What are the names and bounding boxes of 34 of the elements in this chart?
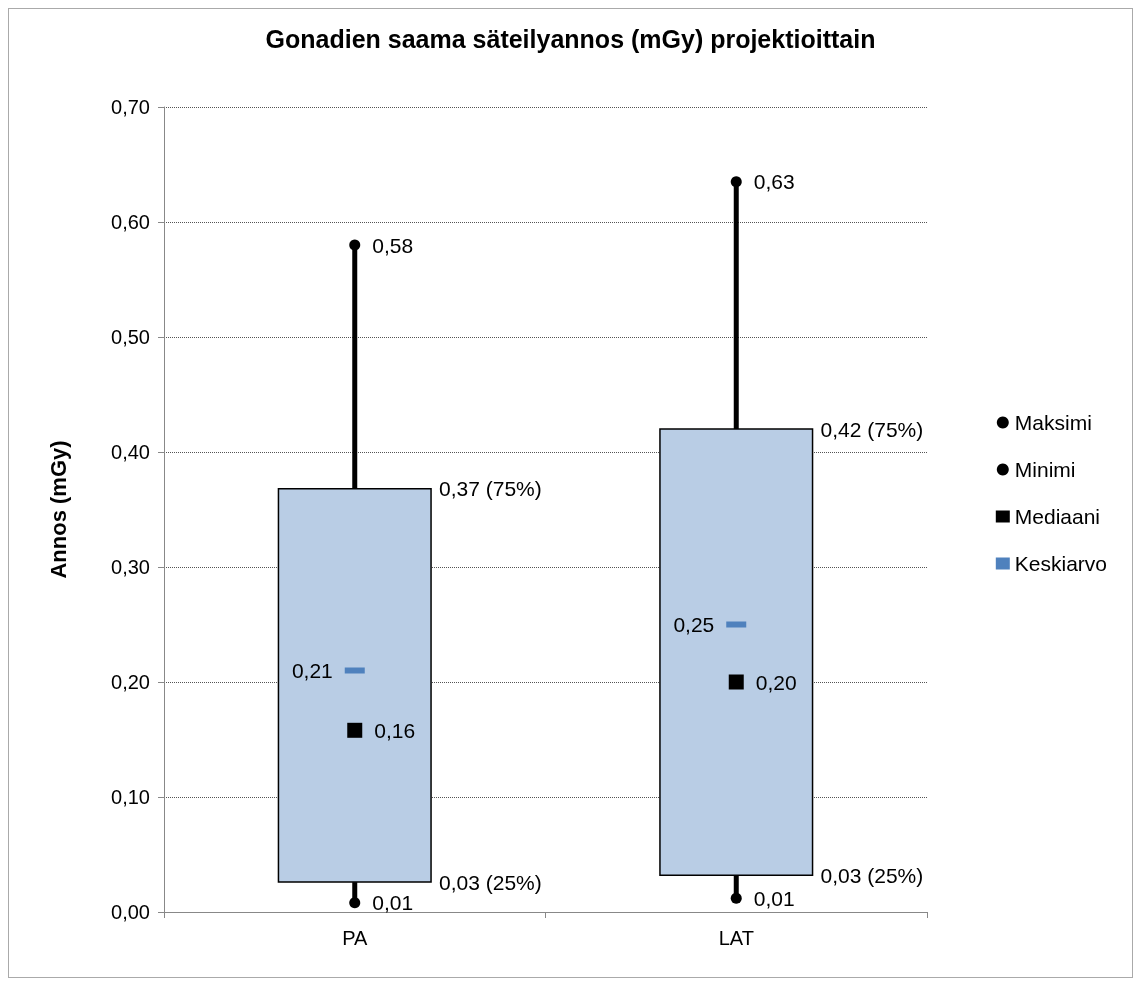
y-tick-label: 0,10 [111,786,150,808]
annotation: 0,42 (75%) [820,417,924,441]
y-tick-label: 0,00 [111,901,150,923]
y-tick-label: 0,50 [111,326,150,348]
data-label: 0,63 [753,170,795,194]
y-tick-label: 0,60 [111,211,150,233]
point [730,176,742,188]
y-tick-label: 0,70 [111,96,150,118]
point [347,722,363,738]
chart-title: Gonadien saama säteilyannos (mGy) projektioittain [265,24,876,53]
legend-label: Minimi [1014,458,1076,481]
data-label: 0,58 [372,233,414,257]
point [728,674,744,690]
y-axis-title: Annos (mGy) [45,440,71,579]
legend-label: Maksimi [1014,411,1092,434]
point [349,239,361,251]
legend-label: Keskiarvo [1014,552,1107,575]
legend-label: Mediaani [1014,505,1101,528]
annotation: 0,03 (25%) [820,863,924,887]
x-tick-label: LAT [718,927,754,949]
annotation: 0,03 (25%) [439,870,542,894]
data-label: 0,01 [372,891,414,915]
data-label: 0,20 [755,670,797,694]
data-label: 0,01 [753,886,795,910]
data-label: 0,25 [673,613,715,636]
y-tick-label: 0,40 [111,441,150,463]
annotation: 0,37 (75%) [439,477,542,501]
y-tick-label: 0,30 [111,556,150,578]
y-tick-label: 0,20 [111,671,150,693]
x-tick-label: PA [342,927,368,949]
point [730,892,742,904]
data-label: 0,21 [291,659,333,682]
point [349,897,361,909]
data-label: 0,16 [374,718,416,742]
